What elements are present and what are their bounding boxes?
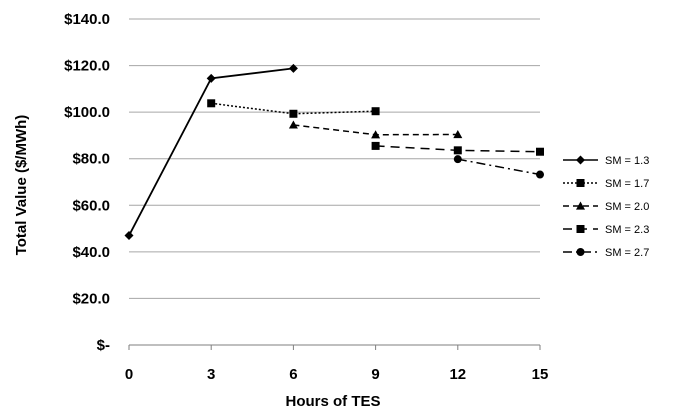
series-line: [457, 158, 541, 176]
data-point: [453, 146, 462, 155]
data-point: [371, 130, 381, 139]
legend-marker: [576, 155, 585, 165]
y-tick-labels: $- $20.0 $40.0 $60.0 $80.0 $100.0 $120.0 $140.0: [64, 11, 110, 354]
legend-label: SM = 2.3: [605, 224, 649, 236]
data-point: [289, 109, 298, 118]
data-point: [288, 63, 298, 73]
data-point: [536, 170, 544, 179]
data-series: [124, 63, 544, 241]
x-axis-title: Hours of TES: [285, 393, 380, 410]
legend-item: SM = 2.3: [563, 224, 649, 236]
legend-label: SM = 1.3: [605, 155, 649, 167]
series-3: [288, 120, 463, 139]
y-tick-label: $20.0: [72, 290, 110, 307]
series-line: [128, 67, 294, 236]
x-tick-label: 15: [532, 366, 549, 383]
x-tick-label: 0: [125, 366, 133, 383]
data-point: [453, 129, 463, 139]
y-tick-label: $60.0: [72, 197, 110, 214]
data-point: [536, 147, 544, 156]
series-5: [453, 155, 544, 179]
y-tick-label: $120.0: [64, 58, 110, 75]
legend-label: SM = 1.7: [605, 178, 649, 190]
y-tick-label: $40.0: [72, 244, 110, 261]
legend-label: SM = 2.7: [605, 247, 649, 259]
x-tick-label: 6: [289, 366, 297, 383]
x-tick-label: 3: [207, 366, 215, 383]
legend-item: SM = 2.0: [563, 201, 649, 213]
data-point: [371, 107, 380, 116]
legend-marker: [576, 225, 585, 233]
data-point: [124, 231, 134, 241]
series-line: [211, 102, 376, 115]
legend-label: SM = 2.0: [605, 201, 649, 213]
legend-marker: [576, 179, 585, 187]
legend-item: SM = 1.3: [563, 155, 649, 167]
x-tick-label: 9: [371, 366, 379, 383]
data-point: [206, 73, 216, 83]
x-tick-label: 12: [449, 366, 466, 383]
legend-item: SM = 2.7: [563, 247, 649, 259]
legend-item: SM = 1.7: [563, 178, 649, 190]
series-1: [124, 63, 298, 241]
x-axis: [128, 344, 541, 350]
legend: SM = 1.3 SM = 1.7 SM = 2.0 SM = 2.3 SM = 2.7: [563, 155, 649, 259]
data-point: [207, 99, 216, 108]
y-axis-title: Total Value ($/MWh): [13, 115, 30, 256]
data-point: [453, 155, 462, 164]
y-tick-label: $140.0: [64, 11, 110, 28]
gridlines: [129, 18, 540, 299]
series-4: [371, 141, 544, 156]
legend-marker: [576, 248, 585, 256]
y-tick-label: $-: [97, 337, 110, 354]
y-tick-label: $100.0: [64, 104, 110, 121]
data-point: [288, 120, 298, 129]
y-tick-label: $80.0: [72, 151, 110, 168]
legend-marker: [576, 201, 585, 210]
series-2: [207, 99, 380, 118]
x-tick-labels: 0 3 6 9 12 15: [125, 366, 549, 383]
data-point: [371, 141, 380, 150]
